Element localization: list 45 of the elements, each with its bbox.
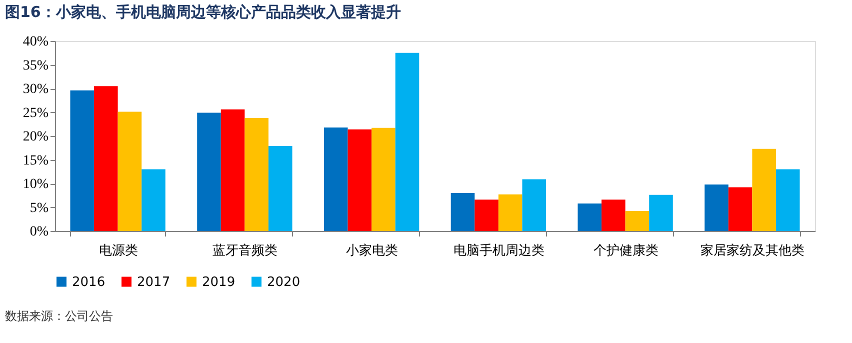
bar	[220, 109, 245, 231]
bar	[649, 194, 673, 231]
chart-title: 图16：小家电、手机电脑周边等核心产品品类收入显著提升	[5, 3, 401, 21]
x-tick-label: 小家电类	[346, 242, 398, 258]
bar	[776, 169, 800, 231]
bar	[704, 184, 728, 231]
bar	[94, 86, 118, 231]
bar	[118, 112, 142, 231]
bar	[244, 118, 268, 231]
x-tick-label: 蓝牙音频类	[212, 244, 278, 258]
bar	[142, 169, 166, 231]
legend-label: 2017	[137, 274, 170, 290]
bar	[474, 200, 498, 231]
bar	[348, 129, 372, 231]
bar	[372, 128, 396, 231]
x-tick-label: 家居家纺及其他类	[700, 242, 805, 258]
bar	[197, 112, 221, 231]
bar	[70, 90, 94, 231]
y-tick-label: 5%	[30, 200, 49, 216]
bar	[395, 52, 420, 231]
y-tick-label: 0%	[30, 224, 49, 240]
bar	[324, 127, 348, 231]
y-tick-label: 10%	[22, 177, 49, 192]
y-tick-label: 35%	[22, 58, 49, 74]
y-tick-label: 40%	[22, 34, 49, 50]
bar	[602, 200, 626, 231]
source-note: 数据来源：公司公告	[5, 309, 113, 323]
bar	[578, 203, 602, 231]
y-tick-label: 30%	[22, 82, 49, 97]
bar	[625, 211, 650, 231]
x-tick-label: 电源类	[98, 244, 138, 258]
x-tick-label: 电脑手机周边类	[453, 244, 544, 258]
legend-label: 2016	[72, 274, 106, 290]
y-tick-label: 20%	[22, 130, 49, 144]
legend-label: 2020	[267, 274, 300, 290]
bar	[450, 193, 475, 231]
x-tick-label: 个护健康类	[593, 244, 658, 258]
bar	[752, 148, 776, 231]
bar	[522, 179, 546, 231]
legend-label: 2019	[202, 274, 236, 290]
bar	[728, 187, 752, 231]
bar	[498, 194, 522, 231]
y-tick-label: 25%	[22, 106, 49, 121]
y-tick-label: 15%	[22, 153, 49, 168]
bar	[268, 146, 292, 231]
